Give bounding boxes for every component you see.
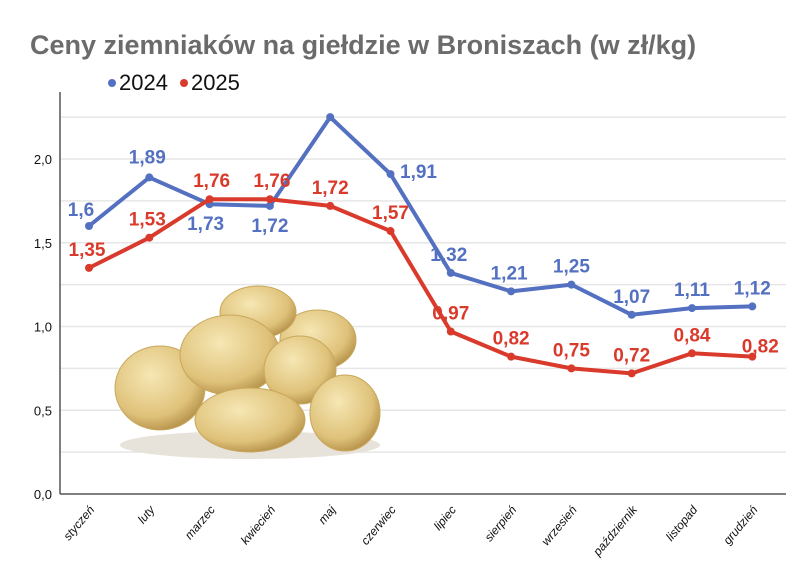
data-point-2025 xyxy=(386,227,395,236)
data-label-2025: 1,53 xyxy=(129,210,166,231)
x-tick-label: luty xyxy=(135,502,158,526)
x-tick-label: listopad xyxy=(663,503,701,544)
data-point-2024 xyxy=(326,113,335,122)
x-tick-label: czerwiec xyxy=(358,503,399,548)
data-point-2025 xyxy=(748,352,757,361)
legend-label-2025: 2025 xyxy=(190,70,240,95)
potatoes-image xyxy=(114,285,381,459)
potato xyxy=(194,387,306,453)
potato xyxy=(263,335,337,405)
data-label-2024: 1,11 xyxy=(674,280,710,301)
data-label-2025: 1,57 xyxy=(372,203,409,224)
data-label-2024: 1,91 xyxy=(400,162,437,183)
data-label-2025: 0,82 xyxy=(742,337,779,358)
x-tick-label: sierpień xyxy=(482,503,520,544)
data-label-2024: 1,73 xyxy=(187,214,224,235)
data-point-2025 xyxy=(326,201,335,210)
data-point-2025 xyxy=(145,233,154,242)
data-point-2024 xyxy=(85,222,93,230)
x-tick-label: lipiec xyxy=(431,503,459,533)
y-tick-label: 0,5 xyxy=(34,403,52,418)
y-tick-label: 0,0 xyxy=(34,487,52,502)
x-tick-label: kwiecień xyxy=(238,503,279,548)
data-label-2024: 1,72 xyxy=(251,216,288,237)
legend-marker-2024 xyxy=(108,79,116,87)
data-point-2025 xyxy=(446,327,455,336)
data-point-2024 xyxy=(748,302,757,311)
x-tick-label: grudzień xyxy=(720,503,761,548)
chart-title: Ceny ziemniaków na giełdzie w Broniszach… xyxy=(30,30,697,60)
potato xyxy=(179,314,281,396)
y-tick-label: 1,5 xyxy=(34,236,52,251)
legend-marker-2025 xyxy=(179,79,188,87)
data-label-2024: 1,89 xyxy=(129,147,166,168)
data-label-2025: 1,76 xyxy=(253,171,290,192)
data-point-2025 xyxy=(507,352,516,361)
legend-item-2024: 2024 xyxy=(108,70,168,96)
data-point-2024 xyxy=(446,268,455,277)
legend-item-2025: 2025 xyxy=(179,70,240,96)
data-point-2025 xyxy=(627,369,636,378)
data-point-2025 xyxy=(85,263,93,272)
data-point-2025 xyxy=(205,195,214,204)
data-point-2024 xyxy=(567,280,576,289)
x-tick-label: październik xyxy=(590,502,641,559)
data-label-2025: 1,35 xyxy=(69,240,106,261)
data-point-2024 xyxy=(627,310,636,319)
series-line-2024 xyxy=(87,115,753,317)
x-tick-label: maj xyxy=(315,503,338,527)
data-label-2025: 0,75 xyxy=(553,340,590,361)
x-tick-label: marzec xyxy=(182,503,218,542)
data-label-2025: 1,76 xyxy=(193,171,230,192)
legend-label-2024: 2024 xyxy=(119,70,168,95)
y-tick-label: 2,0 xyxy=(34,152,52,167)
data-label-2025: 0,84 xyxy=(674,325,711,346)
data-point-2024 xyxy=(507,287,516,296)
data-label-2024: 1,21 xyxy=(491,263,528,284)
data-point-2025 xyxy=(265,195,274,204)
data-point-2024 xyxy=(265,201,274,210)
data-point-2024 xyxy=(688,304,696,313)
data-label-2024: 1,25 xyxy=(553,257,590,278)
data-label-2025: 0,82 xyxy=(493,329,530,350)
data-label-2024: 1,07 xyxy=(613,287,650,308)
data-point-2025 xyxy=(567,364,576,373)
data-label-2025: 0,97 xyxy=(432,304,469,325)
series-line-2025 xyxy=(88,197,753,376)
data-label-2024: 1,6 xyxy=(68,200,94,221)
data-label-2025: 1,72 xyxy=(312,178,349,199)
data-label-2025: 0,72 xyxy=(613,345,650,366)
x-tick-label: wrzesień xyxy=(539,503,580,549)
potato xyxy=(309,374,381,452)
data-point-2024 xyxy=(386,170,395,179)
legend: 2024 2025 xyxy=(108,70,240,96)
x-tick-label: styczeń xyxy=(60,503,97,543)
data-point-2025 xyxy=(688,349,696,358)
data-label-2024: 1,32 xyxy=(430,245,467,266)
data-label-2024: 1,12 xyxy=(734,278,771,299)
data-point-2024 xyxy=(145,173,154,182)
y-tick-label: 1,0 xyxy=(34,320,52,335)
